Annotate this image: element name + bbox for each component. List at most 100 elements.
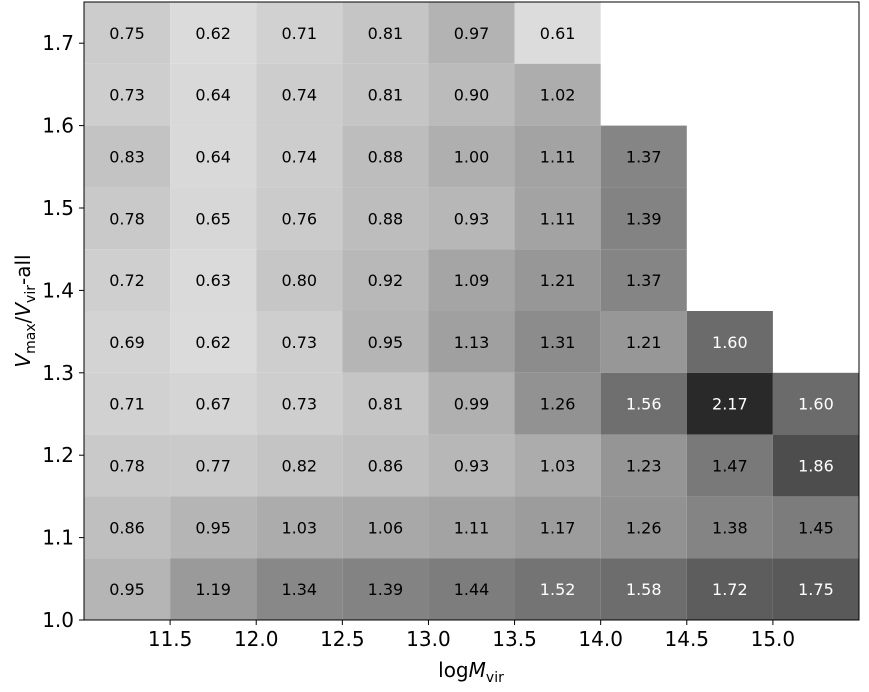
x-tick-label: 12.0 <box>234 627 279 651</box>
heatmap-cell <box>686 496 773 559</box>
x-tick-label: 11.5 <box>148 627 193 651</box>
cell-value-label: 0.73 <box>109 86 145 105</box>
heatmap-cell <box>170 311 257 373</box>
heatmap-cell <box>772 496 859 559</box>
heatmap-cell <box>600 249 687 311</box>
heatmap-cell <box>342 372 429 435</box>
cell-value-label: 0.93 <box>454 457 490 476</box>
y-axis-label: Vmax/Vvir-all <box>11 254 39 367</box>
x-tick-label: 13.0 <box>406 627 451 651</box>
heatmap-cell <box>256 434 343 497</box>
cell-value-label: 1.21 <box>540 271 576 290</box>
y-tick-label: 1.4 <box>42 278 74 302</box>
cell-value-label: 1.11 <box>540 209 576 228</box>
cell-value-label: 0.72 <box>109 271 145 290</box>
cell-value-label: 1.56 <box>626 395 662 414</box>
heatmap-cell <box>428 187 515 250</box>
cell-value-label: 1.86 <box>798 457 834 476</box>
x-axis-label: logMvir <box>438 658 504 686</box>
cell-value-label: 1.17 <box>540 518 576 537</box>
heatmap-cell <box>342 187 429 250</box>
heatmap-cell <box>514 372 601 435</box>
cell-value-label: 1.58 <box>626 580 662 599</box>
cell-value-label: 1.86 <box>0 518 18 537</box>
heatmap-cell <box>514 187 601 250</box>
cell-value-label: 1.11 <box>540 148 576 167</box>
heatmap-cell <box>84 63 171 126</box>
x-axis-ticks: 11.5 12.0 12.5 13.0 13.5 14.0 14.5 15.0 <box>148 620 795 651</box>
heatmap-cell <box>170 187 257 250</box>
heatmap-cell <box>256 187 343 250</box>
heatmap-cell <box>428 249 515 311</box>
cell-value-label: 0.81 <box>368 395 404 414</box>
cell-value-label: 0.78 <box>109 457 145 476</box>
heatmap-cell <box>342 63 429 126</box>
cell-value-label: 0.88 <box>368 148 404 167</box>
cell-value-label: 1.31 <box>540 333 576 352</box>
heatmap-cell <box>342 311 429 373</box>
heatmap-cell <box>600 434 687 497</box>
heatmap-cell <box>84 311 171 373</box>
y-tick-label: 1.6 <box>42 114 74 138</box>
cell-value-label: 1.00 <box>454 148 490 167</box>
cell-value-label: 0.95 <box>368 333 404 352</box>
cell-value-label: 0.62 <box>195 333 231 352</box>
heatmap-cell <box>342 125 429 188</box>
cell-value-label: 0.71 <box>281 24 317 43</box>
cell-value-label: 1.37 <box>626 148 662 167</box>
cell-value-label: 2.17 <box>712 395 748 414</box>
cell-value-label: 0.64 <box>195 148 231 167</box>
cell-value-label: 1.02 <box>540 86 576 105</box>
cell-value-label: 0.90 <box>454 86 490 105</box>
heatmap-cell <box>600 558 687 620</box>
cell-value-label: 0.95 <box>109 580 145 599</box>
cell-value-label: 0.77 <box>195 457 231 476</box>
cell-value-label: 0.82 <box>281 457 317 476</box>
cell-value-label: 0.73 <box>281 395 317 414</box>
heatmap-cell <box>514 2 601 64</box>
x-tick-label: 15.0 <box>751 627 796 651</box>
heatmap-cell <box>84 434 171 497</box>
heatmap-cell <box>170 2 257 64</box>
heatmap-cell <box>170 558 257 620</box>
cell-value-label: 1.23 <box>626 457 662 476</box>
cell-value-label: 1.11 <box>454 518 490 537</box>
heatmap-cell <box>428 63 515 126</box>
heatmap-cell <box>600 372 687 435</box>
cell-value-label: 1.52 <box>540 580 576 599</box>
heatmap-cell <box>428 496 515 559</box>
cell-value-label: 0.92 <box>368 271 404 290</box>
cell-value-label: 0.69 <box>109 333 145 352</box>
cell-value-label: 1.47 <box>712 457 748 476</box>
heatmap-cell <box>170 372 257 435</box>
y-tick-label: 1.7 <box>42 31 74 55</box>
cell-value-label: 1.06 <box>368 518 404 537</box>
x-tick-label: 14.5 <box>665 627 710 651</box>
cell-value-label: 0.88 <box>368 209 404 228</box>
cell-value-label: 1.60 <box>798 395 834 414</box>
cell-value-label: 2.53 <box>0 457 18 476</box>
heatmap-cell <box>514 496 601 559</box>
heatmap-cell <box>428 125 515 188</box>
cell-value-label: 0.86 <box>368 457 404 476</box>
heatmap-cell <box>84 496 171 559</box>
heatmap-cell <box>256 558 343 620</box>
heatmap-cell <box>256 249 343 311</box>
cell-value-label: 1.44 <box>454 580 490 599</box>
heatmap-cell <box>772 434 859 497</box>
heatmap-cell <box>600 187 687 250</box>
cell-value-label: 0.97 <box>454 24 490 43</box>
cell-value-label: 0.63 <box>195 271 231 290</box>
y-tick-label: 1.2 <box>42 443 74 467</box>
heatmap-cell <box>514 434 601 497</box>
heatmap-cell <box>84 249 171 311</box>
heatmap-cell <box>514 249 601 311</box>
heatmap-cell <box>256 496 343 559</box>
heatmap-cell <box>514 125 601 188</box>
heatmap-cell <box>170 496 257 559</box>
cell-value-label: 0.61 <box>540 24 576 43</box>
cell-value-label: 1.60 <box>712 333 748 352</box>
cell-value-label: 0.78 <box>109 209 145 228</box>
heatmap-cell <box>686 434 773 497</box>
cell-value-label: 0.64 <box>195 86 231 105</box>
